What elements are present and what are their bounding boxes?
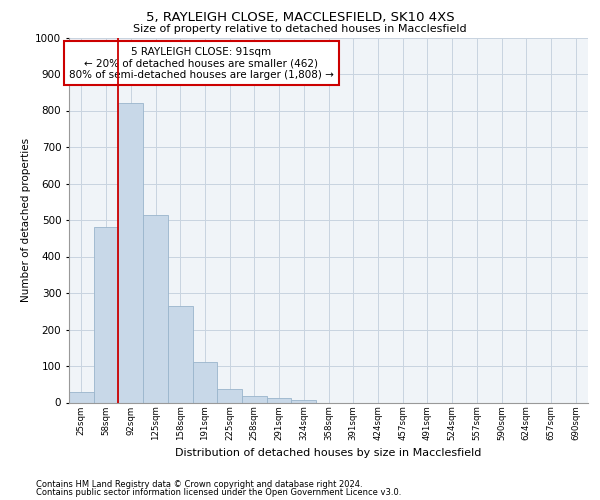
Bar: [168, 306, 193, 402]
X-axis label: Distribution of detached houses by size in Macclesfield: Distribution of detached houses by size …: [175, 448, 482, 458]
Text: 5 RAYLEIGH CLOSE: 91sqm
← 20% of detached houses are smaller (462)
80% of semi-d: 5 RAYLEIGH CLOSE: 91sqm ← 20% of detache…: [69, 46, 334, 80]
Bar: [143, 214, 168, 402]
Text: 5, RAYLEIGH CLOSE, MACCLESFIELD, SK10 4XS: 5, RAYLEIGH CLOSE, MACCLESFIELD, SK10 4X…: [146, 11, 454, 24]
Text: Contains public sector information licensed under the Open Government Licence v3: Contains public sector information licen…: [36, 488, 401, 497]
Bar: [242, 396, 267, 402]
Bar: [69, 392, 94, 402]
Text: Size of property relative to detached houses in Macclesfield: Size of property relative to detached ho…: [133, 24, 467, 34]
Text: Contains HM Land Registry data © Crown copyright and database right 2024.: Contains HM Land Registry data © Crown c…: [36, 480, 362, 489]
Bar: [292, 400, 316, 402]
Bar: [193, 362, 217, 403]
Bar: [118, 103, 143, 403]
Bar: [94, 228, 118, 402]
Bar: [267, 398, 292, 402]
Bar: [217, 388, 242, 402]
Y-axis label: Number of detached properties: Number of detached properties: [21, 138, 31, 302]
